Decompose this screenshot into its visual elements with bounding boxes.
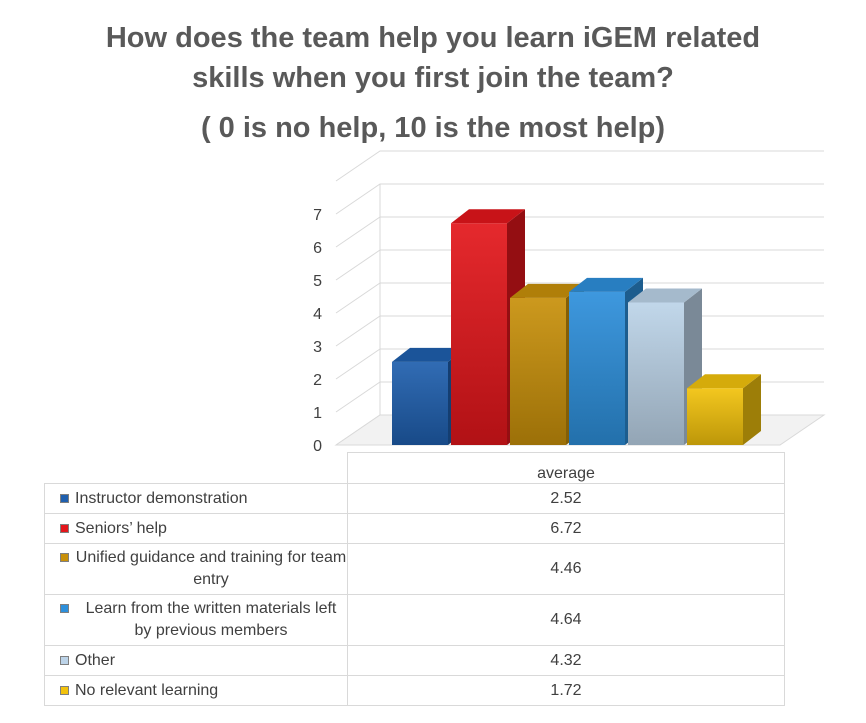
y-tick-label: 3	[313, 339, 322, 356]
table-row: Instructor demonstration 2.52	[44, 483, 785, 514]
table-row: Unified guidance and training for team e…	[44, 543, 785, 595]
y-tick-label: 6	[313, 240, 322, 257]
legend-entry: Other	[44, 645, 348, 676]
y-tick-label: 2	[313, 372, 322, 389]
series-value: 4.46	[347, 543, 785, 595]
legend-key-icon	[60, 656, 69, 665]
gridline	[335, 249, 824, 281]
bar-front	[510, 297, 566, 445]
chart-title-line-1: How does the team help you learn iGEM re…	[105, 22, 761, 54]
legend-entry: Instructor demonstration	[44, 483, 348, 514]
bar-top	[628, 288, 702, 303]
category-header: average	[347, 452, 785, 484]
y-tick-label: 0	[313, 438, 322, 455]
bar-front	[628, 302, 684, 445]
gridline	[335, 150, 824, 182]
series-value: 1.72	[347, 675, 785, 706]
chart-title-line-2: skills when you first join the team?	[192, 62, 674, 94]
series-name: Seniors’ help	[75, 519, 167, 537]
legend-entry: Unified guidance and training for team e…	[44, 543, 348, 595]
bar-side	[743, 374, 761, 445]
series-name: Other	[75, 651, 116, 669]
bar-top	[451, 209, 525, 224]
legend-entry: Seniors’ help	[44, 513, 348, 544]
series-name: No relevant learning	[75, 681, 219, 699]
table-row: Seniors’ help 6.72	[44, 513, 785, 544]
bar	[628, 288, 702, 445]
series-value: 6.72	[347, 513, 785, 544]
series-value: 2.52	[347, 483, 785, 514]
chart-subtitle: ( 0 is no help, 10 is the most help)	[200, 112, 666, 144]
bar-top	[510, 283, 584, 298]
legend-key-icon	[60, 686, 69, 695]
y-axis: 0 1 2 3 4 5 6 7	[313, 207, 322, 455]
gridline	[335, 282, 824, 314]
legend-key-icon	[60, 553, 69, 562]
legend-key-icon	[60, 494, 69, 503]
table-row: No relevant learning 1.72	[44, 675, 785, 706]
series-name: Unified guidance and training for team e…	[75, 549, 347, 588]
bar-top	[687, 374, 761, 389]
bar-front	[569, 291, 625, 445]
bars	[392, 209, 761, 445]
y-tick-label: 7	[313, 207, 322, 224]
series-value: 4.32	[347, 645, 785, 676]
table-header-row: average	[45, 452, 785, 484]
bar-top	[392, 347, 466, 362]
legend-entry: Learn from the written materials left by…	[44, 594, 348, 646]
table-row: Learn from the written materials left by…	[44, 594, 785, 646]
gridline	[335, 183, 824, 215]
legend-entry: No relevant learning	[44, 675, 348, 706]
bar-front	[392, 361, 448, 445]
table-row: Other 4.32	[44, 645, 785, 676]
chart-title: How does the team help you learn iGEM re…	[60, 18, 806, 98]
y-tick-label: 4	[313, 306, 322, 323]
bar-front	[451, 223, 507, 445]
data-table: average Instructor demonstration 2.52 Seni…	[44, 452, 785, 706]
series-value: 4.64	[347, 594, 785, 646]
series-name: Instructor demonstration	[75, 489, 248, 507]
gridline	[335, 216, 824, 248]
y-tick-label: 5	[313, 273, 322, 290]
bar	[687, 374, 761, 445]
y-tick-label: 1	[313, 405, 322, 422]
series-name: Learn from the written materials left by…	[85, 600, 337, 639]
legend-key-icon	[60, 604, 69, 613]
bar-front	[687, 388, 743, 445]
legend-key-icon	[60, 524, 69, 533]
bar-top	[569, 277, 643, 292]
